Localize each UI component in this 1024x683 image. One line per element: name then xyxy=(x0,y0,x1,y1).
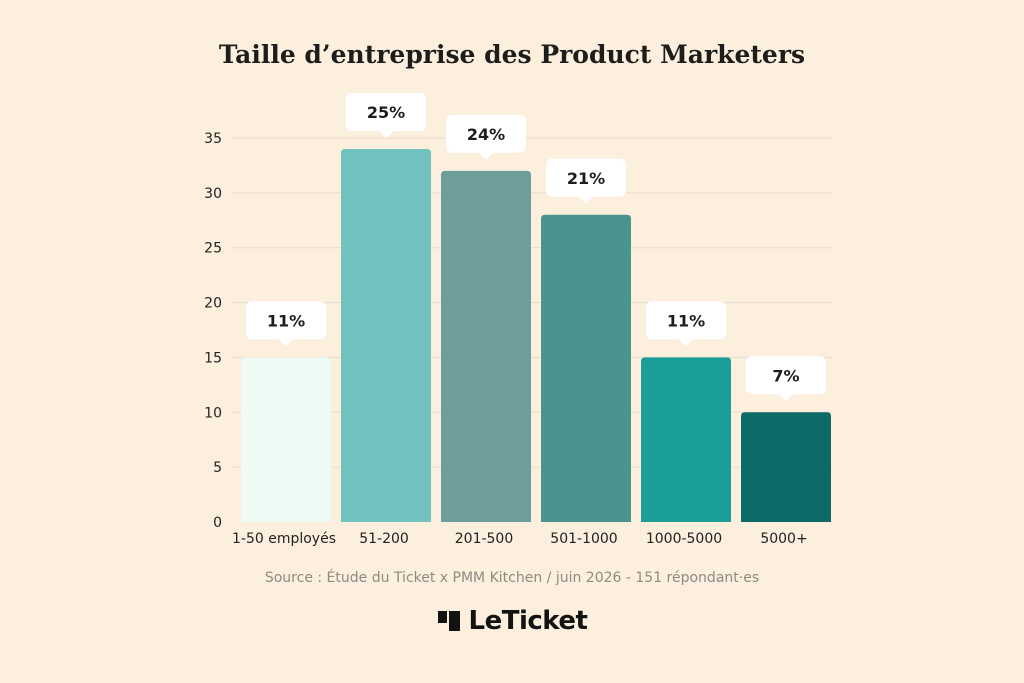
data-label-bubble: 7% xyxy=(746,356,826,402)
bar-chart: 0 5 10 15 20 25 30 35 1-50 employés 51-200 201-50… xyxy=(204,92,832,547)
source-note: Source : Étude du Ticket x PMM Kitchen /… xyxy=(264,570,760,586)
bars xyxy=(241,148,831,523)
bubble-pointer xyxy=(679,339,693,347)
bubble-pointer xyxy=(779,394,793,402)
x-axis: 1-50 employés 51-200 201-500 501-1000 1000-5… xyxy=(232,531,808,547)
data-label: 11% xyxy=(667,311,705,330)
x-category-label: 1000-5000 xyxy=(646,531,722,547)
bubble-pointer xyxy=(279,339,293,347)
x-category-label: 501-1000 xyxy=(550,531,617,547)
data-labels: 11% 25% 24% 21% 11% 7% xyxy=(246,92,826,402)
y-tick-label: 35 xyxy=(204,131,222,147)
bar-0 xyxy=(241,357,331,522)
y-tick-label: 20 xyxy=(204,296,222,312)
data-label: 25% xyxy=(367,103,405,122)
bubble-box xyxy=(646,301,726,340)
data-label: 21% xyxy=(567,169,605,188)
data-label: 7% xyxy=(772,366,799,385)
y-axis: 0 5 10 15 20 25 30 35 xyxy=(204,131,222,531)
bar-5 xyxy=(741,412,831,522)
bubble-box xyxy=(546,158,626,197)
data-label-bubble: 25% xyxy=(346,92,426,138)
x-category-label: 1-50 employés xyxy=(232,531,336,547)
bubble-pointer xyxy=(479,152,493,160)
bubble-box xyxy=(446,114,526,153)
bubble-pointer xyxy=(579,196,593,204)
y-tick-label: 25 xyxy=(204,241,222,257)
y-tick-label: 30 xyxy=(204,186,222,202)
x-category-label: 5000+ xyxy=(760,531,807,547)
bubble-box xyxy=(746,356,826,395)
leticket-logo-icon xyxy=(437,611,460,631)
x-category-label: 51-200 xyxy=(359,531,409,547)
data-label: 24% xyxy=(467,125,505,144)
bubble-pointer xyxy=(379,130,393,138)
chart-title: Taille d’entreprise des Product Marketer… xyxy=(218,40,806,69)
brand-logo: LeTicket xyxy=(0,606,1024,636)
data-label-bubble: 21% xyxy=(546,158,626,204)
data-label: 11% xyxy=(267,311,305,330)
bar-1 xyxy=(341,148,431,522)
data-label-bubble: 11% xyxy=(646,301,726,347)
y-tick-label: 15 xyxy=(204,350,222,366)
bubble-box xyxy=(346,92,426,131)
y-tick-label: 10 xyxy=(204,405,222,421)
y-tick-label: 0 xyxy=(213,515,222,531)
data-label-bubble: 11% xyxy=(246,301,326,347)
y-tick-label: 5 xyxy=(213,460,222,476)
data-label-bubble: 24% xyxy=(446,114,526,160)
brand-name: LeTicket xyxy=(468,606,588,636)
bubble-box xyxy=(246,301,326,340)
bar-3 xyxy=(541,214,631,523)
bar-4 xyxy=(641,357,731,522)
bar-2 xyxy=(441,170,531,522)
x-category-label: 201-500 xyxy=(455,531,514,547)
grid-lines xyxy=(232,137,832,468)
